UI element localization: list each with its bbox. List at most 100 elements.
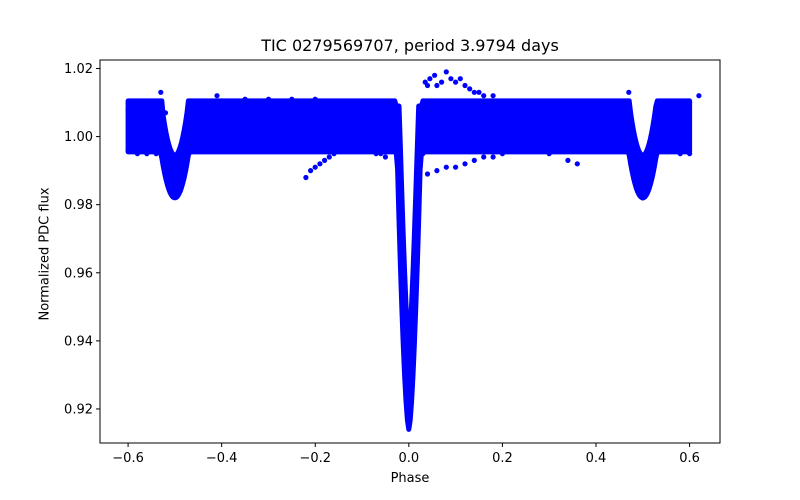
data-point (383, 144, 388, 149)
data-point (175, 192, 180, 197)
data-point (135, 151, 140, 156)
data-point (409, 355, 414, 360)
data-point (413, 209, 418, 214)
data-point (416, 158, 421, 163)
data-point (289, 97, 294, 102)
x-tick-label: −0.6 (112, 451, 144, 466)
data-point (500, 151, 505, 156)
data-point (633, 168, 638, 173)
data-point (640, 195, 645, 200)
data-point (434, 168, 439, 173)
data-point (383, 103, 388, 108)
x-tick-label: 0.2 (492, 451, 513, 466)
data-point (434, 83, 439, 88)
data-point (453, 165, 458, 170)
data-point (196, 144, 201, 149)
x-axis-ticks: −0.6 −0.4 −0.2 0.0 0.2 0.4 0.6 (112, 443, 700, 466)
data-point (453, 100, 458, 105)
data-point (403, 355, 408, 360)
data-point (696, 93, 701, 98)
data-point (397, 161, 402, 166)
data-point (392, 110, 397, 115)
data-point (528, 144, 533, 149)
data-point (154, 151, 159, 156)
data-point (411, 287, 416, 292)
data-point (652, 117, 657, 122)
data-point (481, 93, 486, 98)
data-point (509, 148, 514, 153)
data-point (158, 90, 163, 95)
data-point (523, 144, 528, 149)
data-point (243, 141, 248, 146)
data-point (219, 100, 224, 105)
x-tick-label: 0.4 (586, 451, 607, 466)
data-point (476, 100, 481, 105)
y-tick-label: 0.94 (64, 334, 93, 349)
data-point (626, 114, 631, 119)
y-tick-label: 0.96 (64, 266, 93, 281)
data-point (593, 103, 598, 108)
data-point (303, 175, 308, 180)
data-point (336, 144, 341, 149)
x-tick-label: 0.6 (679, 451, 700, 466)
data-point (476, 144, 481, 149)
data-point (179, 168, 184, 173)
data-point (626, 90, 631, 95)
data-point (547, 103, 552, 108)
y-tick-label: 1.02 (64, 62, 93, 77)
flux-envelope (128, 101, 690, 430)
data-point (472, 158, 477, 163)
data-point (425, 83, 430, 88)
data-point (427, 76, 432, 81)
data-point (317, 161, 322, 166)
data-point (392, 148, 397, 153)
data-point (491, 93, 496, 98)
scatter-chart: −0.6 −0.4 −0.2 0.0 0.2 0.4 0.6 0.920.940.960.9… (0, 0, 800, 500)
data-point (135, 103, 140, 108)
data-point (186, 114, 191, 119)
data-point (144, 151, 149, 156)
data-point (439, 80, 444, 85)
data-point (491, 154, 496, 159)
data-point (163, 148, 168, 153)
y-axis-ticks: 0.92 0.94 0.96 0.98 1.00 1.02 (64, 62, 100, 417)
data-point (565, 158, 570, 163)
data-point (664, 103, 669, 108)
data-point (617, 103, 622, 108)
data-point (322, 158, 327, 163)
data-point (462, 83, 467, 88)
data-point (126, 148, 131, 153)
data-point (126, 107, 131, 112)
data-point (631, 151, 636, 156)
data-point (219, 141, 224, 146)
data-point (643, 185, 648, 190)
data-point (430, 148, 435, 153)
y-tick-label: 0.92 (64, 402, 93, 417)
data-point (378, 151, 383, 156)
data-point (570, 148, 575, 153)
data-point (331, 151, 336, 156)
x-tick-label: −0.2 (299, 451, 331, 466)
data-point (500, 144, 505, 149)
data-point (462, 161, 467, 166)
data-point (408, 403, 413, 408)
data-point (399, 209, 404, 214)
data-point (369, 148, 374, 153)
data-point (519, 148, 524, 153)
data-point (308, 168, 313, 173)
data-point (647, 151, 652, 156)
data-point (327, 154, 332, 159)
data-point (402, 287, 407, 292)
data-point (289, 141, 294, 146)
data-point (444, 69, 449, 74)
y-axis-label: Normalized PDC flux (38, 187, 53, 320)
data-point (547, 151, 552, 156)
data-point (243, 97, 248, 102)
data-point (481, 154, 486, 159)
data-point (570, 103, 575, 108)
data-point (575, 161, 580, 166)
data-point (476, 90, 481, 95)
data-point (636, 182, 641, 187)
data-point (678, 151, 683, 156)
data-point (664, 148, 669, 153)
